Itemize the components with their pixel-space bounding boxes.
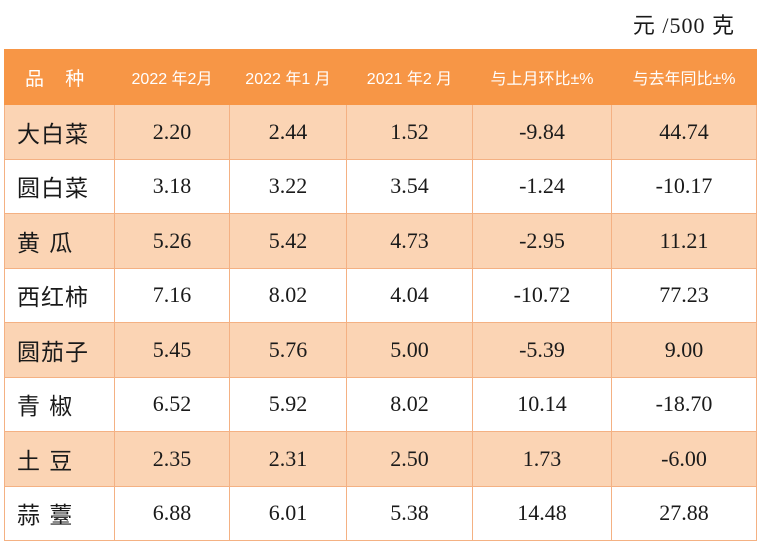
cell-2022-jan: 8.02: [229, 267, 347, 323]
cell-yoy-change: 11.21: [611, 213, 757, 269]
cell-yoy-change: 77.23: [611, 267, 757, 323]
row-name: 西红柿: [4, 267, 115, 323]
cell-2022-feb: 2.20: [114, 104, 230, 160]
row-name: 蒜 薹: [4, 485, 115, 541]
cell-2022-jan: 5.42: [229, 213, 347, 269]
table-row: 黄 瓜 5.26 5.42 4.73 -2.95 11.21: [4, 213, 757, 269]
header-2022-jan: 2022 年1 月: [229, 49, 347, 105]
cell-2021-feb: 2.50: [346, 431, 473, 487]
table-row: 圆白菜 3.18 3.22 3.54 -1.24 -10.17: [4, 158, 757, 214]
cell-2022-feb: 7.16: [114, 267, 230, 323]
row-name: 青 椒: [4, 376, 115, 432]
cell-2022-feb: 5.45: [114, 322, 230, 378]
row-name: 大白菜: [4, 104, 115, 160]
header-mom-change: 与上月环比±%: [472, 49, 612, 105]
row-name: 圆茄子: [4, 322, 115, 378]
cell-mom-change: -1.24: [472, 158, 612, 214]
cell-2021-feb: 8.02: [346, 376, 473, 432]
row-name: 圆白菜: [4, 158, 115, 214]
cell-mom-change: 10.14: [472, 376, 612, 432]
header-2021-feb: 2021 年2 月: [346, 49, 473, 105]
cell-2022-jan: 2.31: [229, 431, 347, 487]
table-row: 青 椒 6.52 5.92 8.02 10.14 -18.70: [4, 376, 757, 432]
cell-2022-jan: 5.92: [229, 376, 347, 432]
unit-label: 元 /500 克: [632, 13, 735, 38]
cell-2022-feb: 6.88: [114, 485, 230, 541]
cell-2021-feb: 4.04: [346, 267, 473, 323]
cell-yoy-change: -18.70: [611, 376, 757, 432]
cell-2022-jan: 5.76: [229, 322, 347, 378]
cell-yoy-change: 27.88: [611, 485, 757, 541]
cell-2022-jan: 6.01: [229, 485, 347, 541]
cell-2022-feb: 2.35: [114, 431, 230, 487]
cell-2022-feb: 3.18: [114, 158, 230, 214]
table-header-row: 品 种 2022 年2月 2022 年1 月 2021 年2 月 与上月环比±%…: [4, 49, 757, 105]
table-row: 蒜 薹 6.88 6.01 5.38 14.48 27.88: [4, 485, 757, 541]
cell-2021-feb: 1.52: [346, 104, 473, 160]
cell-yoy-change: -6.00: [611, 431, 757, 487]
cell-2022-jan: 2.44: [229, 104, 347, 160]
cell-yoy-change: 9.00: [611, 322, 757, 378]
table-row: 大白菜 2.20 2.44 1.52 -9.84 44.74: [4, 104, 757, 160]
header-2022-feb: 2022 年2月: [114, 49, 230, 105]
cell-yoy-change: -10.17: [611, 158, 757, 214]
table-row: 土 豆 2.35 2.31 2.50 1.73 -6.00: [4, 431, 757, 487]
cell-mom-change: 1.73: [472, 431, 612, 487]
header-yoy-change: 与去年同比±%: [611, 49, 757, 105]
cell-mom-change: -10.72: [472, 267, 612, 323]
cell-mom-change: 14.48: [472, 485, 612, 541]
vegetable-price-table: 品 种 2022 年2月 2022 年1 月 2021 年2 月 与上月环比±%…: [4, 49, 757, 541]
table-row: 西红柿 7.16 8.02 4.04 -10.72 77.23: [4, 267, 757, 323]
cell-2021-feb: 4.73: [346, 213, 473, 269]
cell-yoy-change: 44.74: [611, 104, 757, 160]
header-name: 品 种: [4, 49, 115, 105]
cell-2022-feb: 6.52: [114, 376, 230, 432]
cell-mom-change: -9.84: [472, 104, 612, 160]
table-row: 圆茄子 5.45 5.76 5.00 -5.39 9.00: [4, 322, 757, 378]
cell-2021-feb: 3.54: [346, 158, 473, 214]
cell-2022-feb: 5.26: [114, 213, 230, 269]
cell-2021-feb: 5.00: [346, 322, 473, 378]
row-name: 黄 瓜: [4, 213, 115, 269]
row-name: 土 豆: [4, 431, 115, 487]
cell-2022-jan: 3.22: [229, 158, 347, 214]
cell-mom-change: -5.39: [472, 322, 612, 378]
cell-mom-change: -2.95: [472, 213, 612, 269]
cell-2021-feb: 5.38: [346, 485, 473, 541]
